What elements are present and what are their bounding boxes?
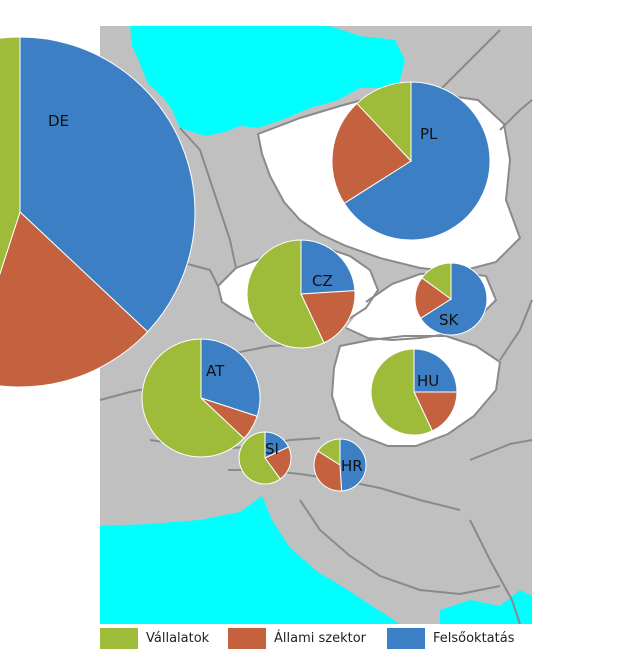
mediterranean-sea (440, 590, 532, 624)
country-label-hr: HR (341, 457, 363, 475)
legend-swatch-allami (228, 627, 266, 649)
pie-sk: SK (414, 262, 488, 336)
pie-slice-hu-vallalatok (370, 348, 433, 436)
legend-label-vallalatok: Vállalatok (146, 630, 210, 646)
country-label-sk: SK (439, 311, 460, 329)
pie-slice-at-vallalatok (141, 338, 245, 458)
pie-slice-hu-allami (413, 391, 458, 432)
pie-slice-sk-vallalatok (421, 262, 452, 300)
pie-slice-hr-allami (313, 450, 343, 492)
pie-slice-sk-allami (414, 277, 452, 319)
pie-slice-hr-vallalatok (317, 438, 341, 466)
country-label-hu: HU (417, 372, 439, 390)
country-label-de: DE (48, 112, 69, 130)
legend-item-allami: Állami szektor (228, 627, 366, 649)
pie-slice-hu-felsooktatas (413, 348, 458, 393)
country-label-si: SI (265, 440, 279, 458)
pie-slice-pl-felsooktatas (343, 81, 491, 241)
adriatic-sea (100, 496, 400, 624)
legend-item-felsooktatas: Felsőoktatás (387, 627, 515, 649)
pie-layer: DE PL CZ SK AT HU SI HR (0, 36, 491, 492)
pie-cz: CZ (246, 239, 356, 349)
pie-slice-de-vallalatok (0, 36, 21, 276)
legend-swatch-felsooktatas (387, 627, 425, 649)
pie-slice-cz-vallalatok (246, 239, 325, 349)
pie-slice-si-allami (264, 446, 292, 480)
pie-pl: PL (331, 81, 491, 241)
pie-si: SI (238, 431, 292, 485)
pie-de: DE (0, 36, 196, 388)
pie-at: AT (141, 338, 261, 458)
pie-slice-hr-felsooktatas (339, 438, 367, 492)
country-label-at: AT (206, 362, 225, 380)
pie-slice-cz-felsooktatas (300, 239, 356, 295)
legend-swatch-vallalatok (100, 627, 138, 649)
legend-item-vallalatok: Vállalatok (100, 627, 209, 649)
legend-label-allami: Állami szektor (274, 630, 367, 646)
pie-slice-de-felsooktatas (19, 36, 196, 333)
baltic-sea (130, 26, 405, 136)
pie-slice-sk-felsooktatas (419, 262, 488, 336)
legend: Vállalatok Állami szektor Felsőoktatás (100, 627, 540, 649)
pie-slice-de-allami (0, 211, 149, 388)
pie-slice-si-vallalatok (238, 431, 281, 485)
legend-label-felsooktatas: Felsőoktatás (433, 630, 515, 646)
pie-hr: HR (313, 438, 367, 492)
pie-slice-cz-allami (300, 290, 356, 344)
pie-slice-pl-vallalatok (356, 81, 412, 163)
pie-hu: HU (370, 348, 458, 436)
country-label-cz: CZ (312, 272, 333, 290)
pie-slice-pl-allami (331, 102, 412, 205)
country-label-pl: PL (420, 125, 438, 143)
pie-slice-at-felsooktatas (200, 338, 261, 417)
